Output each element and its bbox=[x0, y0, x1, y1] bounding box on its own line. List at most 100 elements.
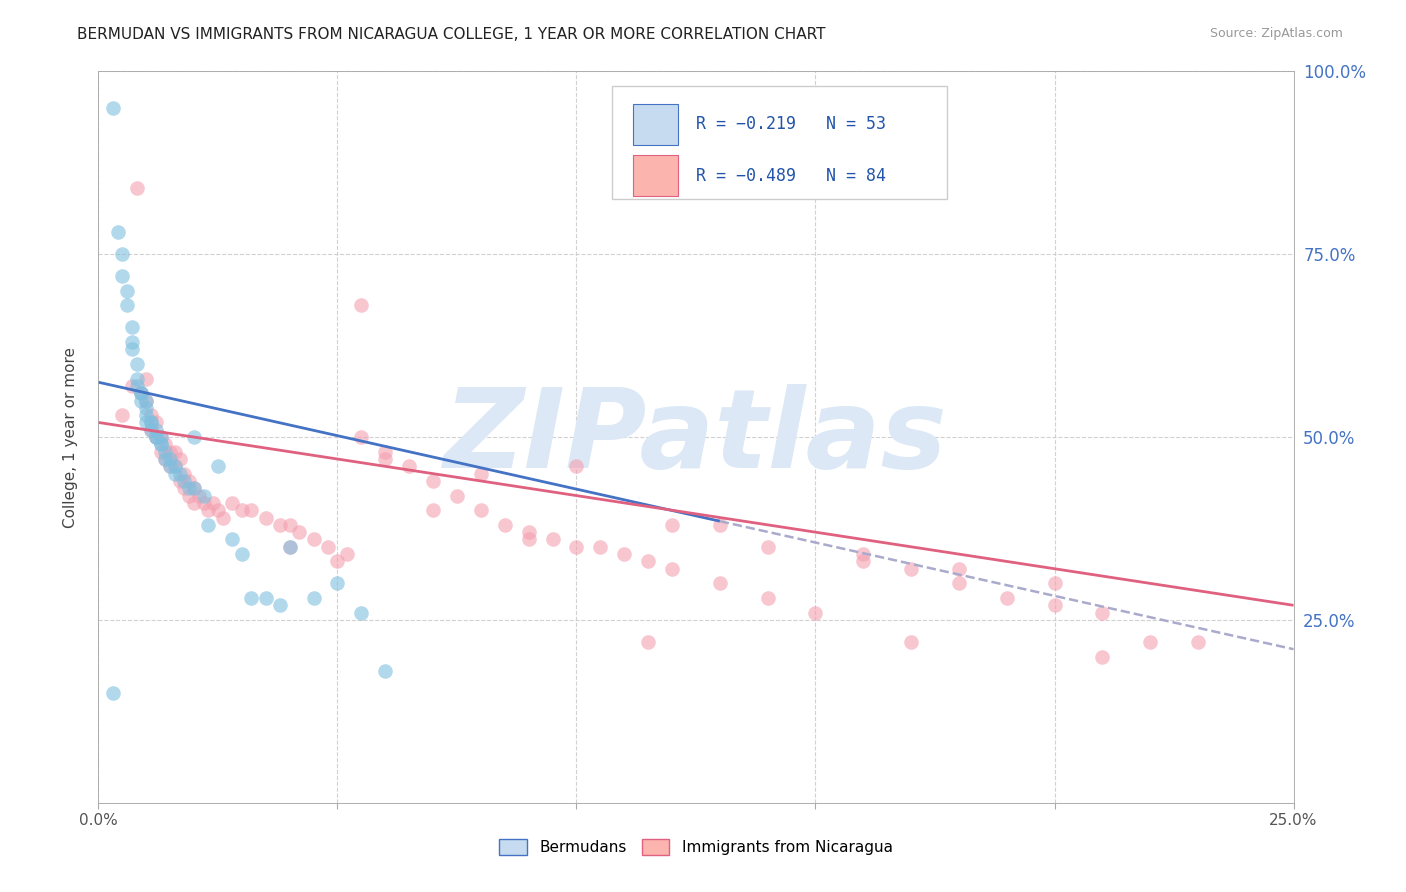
Point bbox=[139, 423, 162, 437]
Point bbox=[145, 423, 167, 437]
Point bbox=[995, 591, 1018, 605]
Point bbox=[517, 525, 540, 540]
Point bbox=[350, 430, 373, 444]
Point bbox=[111, 247, 134, 261]
Point bbox=[135, 416, 157, 430]
Point bbox=[169, 467, 191, 481]
Point bbox=[169, 452, 191, 467]
Point bbox=[169, 474, 191, 488]
Point bbox=[709, 576, 731, 591]
FancyBboxPatch shape bbox=[633, 155, 678, 195]
Point bbox=[145, 430, 167, 444]
Point bbox=[145, 416, 167, 430]
Point bbox=[183, 430, 205, 444]
Point bbox=[446, 489, 468, 503]
Point bbox=[948, 562, 970, 576]
Point bbox=[149, 437, 172, 451]
Point bbox=[231, 503, 253, 517]
Point bbox=[131, 386, 153, 401]
Point bbox=[336, 547, 359, 561]
Point bbox=[155, 452, 177, 467]
Point bbox=[221, 496, 243, 510]
Text: R = −0.219   N = 53: R = −0.219 N = 53 bbox=[696, 115, 886, 134]
Point bbox=[637, 554, 659, 568]
Point bbox=[302, 591, 325, 605]
Point bbox=[221, 533, 243, 547]
FancyBboxPatch shape bbox=[633, 104, 678, 145]
Point bbox=[121, 320, 143, 334]
Point bbox=[240, 591, 263, 605]
Point bbox=[155, 437, 177, 451]
Point bbox=[101, 101, 124, 115]
Point bbox=[278, 517, 301, 532]
Point bbox=[756, 540, 779, 554]
Point bbox=[163, 459, 186, 474]
Point bbox=[1091, 606, 1114, 620]
Point bbox=[155, 452, 177, 467]
Point bbox=[163, 467, 186, 481]
Point bbox=[149, 430, 172, 444]
Point bbox=[115, 284, 138, 298]
Point bbox=[121, 334, 143, 349]
Text: Source: ZipAtlas.com: Source: ZipAtlas.com bbox=[1209, 27, 1343, 40]
Point bbox=[302, 533, 325, 547]
Point bbox=[948, 576, 970, 591]
Point bbox=[163, 444, 186, 458]
Point bbox=[111, 269, 134, 284]
Point bbox=[193, 496, 215, 510]
Point bbox=[278, 540, 301, 554]
Point bbox=[374, 664, 396, 678]
Point bbox=[470, 503, 492, 517]
Point bbox=[139, 416, 162, 430]
Point bbox=[149, 430, 172, 444]
Point bbox=[131, 386, 153, 401]
Point bbox=[422, 474, 444, 488]
Point bbox=[135, 401, 157, 415]
Point bbox=[269, 517, 291, 532]
Point bbox=[197, 503, 219, 517]
Point bbox=[288, 525, 311, 540]
Point bbox=[398, 459, 420, 474]
Point bbox=[149, 437, 172, 451]
Point bbox=[135, 371, 157, 385]
Point bbox=[661, 562, 683, 576]
Point bbox=[1187, 635, 1209, 649]
Point bbox=[139, 408, 162, 422]
Point bbox=[211, 510, 233, 524]
Point bbox=[240, 503, 263, 517]
Point bbox=[197, 517, 219, 532]
Point bbox=[183, 481, 205, 495]
Point bbox=[179, 489, 201, 503]
Point bbox=[202, 496, 225, 510]
Point bbox=[326, 554, 349, 568]
Point bbox=[207, 459, 229, 474]
Legend: Bermudans, Immigrants from Nicaragua: Bermudans, Immigrants from Nicaragua bbox=[494, 833, 898, 861]
Point bbox=[101, 686, 124, 700]
Point bbox=[131, 386, 153, 401]
Point bbox=[179, 481, 201, 495]
Point bbox=[135, 408, 157, 422]
Point bbox=[231, 547, 253, 561]
Text: BERMUDAN VS IMMIGRANTS FROM NICARAGUA COLLEGE, 1 YEAR OR MORE CORRELATION CHART: BERMUDAN VS IMMIGRANTS FROM NICARAGUA CO… bbox=[77, 27, 825, 42]
Point bbox=[517, 533, 540, 547]
Point bbox=[125, 357, 148, 371]
Point bbox=[179, 474, 201, 488]
Point bbox=[131, 393, 153, 408]
Point bbox=[756, 591, 779, 605]
Point bbox=[269, 599, 291, 613]
Text: R = −0.489   N = 84: R = −0.489 N = 84 bbox=[696, 167, 886, 185]
Point bbox=[183, 481, 205, 495]
Text: ZIPatlas: ZIPatlas bbox=[444, 384, 948, 491]
Point bbox=[111, 408, 134, 422]
Point bbox=[316, 540, 339, 554]
Point bbox=[589, 540, 612, 554]
Point bbox=[125, 379, 148, 393]
Point bbox=[139, 416, 162, 430]
Point bbox=[125, 181, 148, 195]
Point bbox=[374, 452, 396, 467]
Point bbox=[107, 225, 129, 239]
Point bbox=[278, 540, 301, 554]
Point bbox=[159, 452, 181, 467]
Point bbox=[541, 533, 564, 547]
Point bbox=[183, 496, 205, 510]
